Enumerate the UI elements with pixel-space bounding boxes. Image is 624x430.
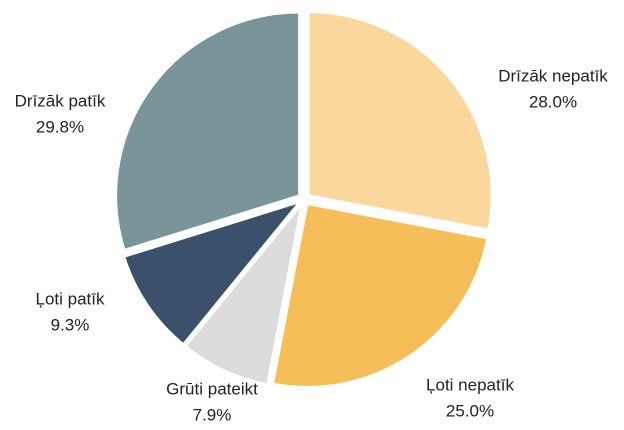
- pie-slice: [123, 200, 302, 346]
- pie-slice: [115, 11, 301, 252]
- slice-value-label: 7.9%: [193, 405, 232, 424]
- pie-slice: [307, 11, 493, 231]
- pie-slice: [271, 202, 489, 388]
- slice-label: Grūti pateikt: [166, 379, 258, 398]
- slice-label: Ļoti patīk: [36, 289, 105, 308]
- slice-label: Ļoti nepatīk: [426, 375, 514, 394]
- slice-value-label: 25.0%: [446, 401, 494, 420]
- slice-label: Drīzāk nepatīk: [498, 66, 608, 85]
- slice-value-label: 28.0%: [529, 92, 577, 111]
- pie-slice: [184, 203, 303, 386]
- slice-value-label: 9.3%: [51, 315, 90, 334]
- slice-label: Drīzāk patīk: [15, 91, 106, 110]
- slice-value-label: 29.8%: [36, 117, 84, 136]
